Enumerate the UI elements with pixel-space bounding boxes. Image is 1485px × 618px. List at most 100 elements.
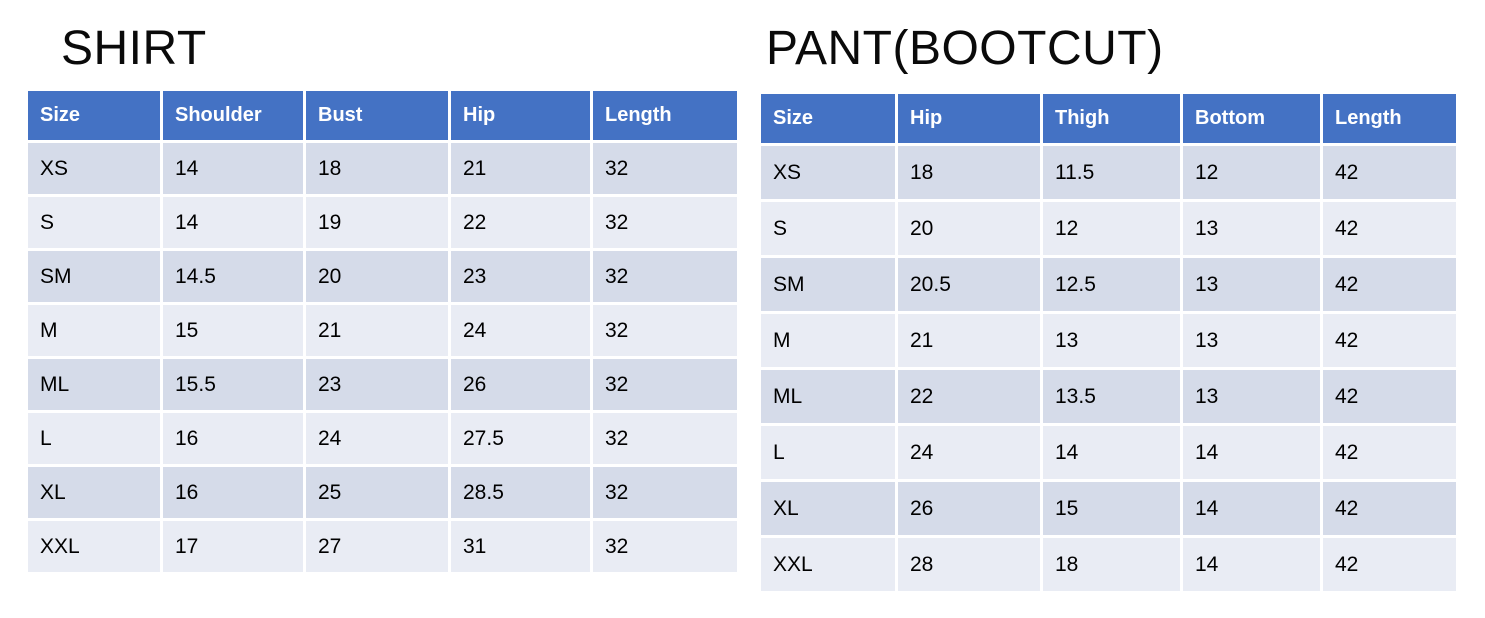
value-cell: 42 xyxy=(1320,479,1459,538)
value-cell: 32 xyxy=(590,302,740,359)
value-cell: 42 xyxy=(1320,311,1459,370)
value-cell: 15 xyxy=(160,302,306,359)
table-row: S 14 19 22 32 xyxy=(25,194,740,251)
table-row: M 15 21 24 32 xyxy=(25,302,740,359)
table-row: L 24 14 14 42 xyxy=(758,423,1459,482)
value-cell: 14 xyxy=(1180,479,1323,538)
value-cell: 13.5 xyxy=(1040,367,1183,426)
column-header-size: Size xyxy=(758,91,898,146)
value-cell: 12.5 xyxy=(1040,255,1183,314)
value-cell: 24 xyxy=(448,302,593,359)
value-cell: 14 xyxy=(160,140,306,197)
table-row: SM 14.5 20 23 32 xyxy=(25,248,740,305)
header-row: Size Shoulder Bust Hip Length xyxy=(25,88,740,143)
pant-size-table: Size Hip Thigh Bottom Length XS 18 11.5 12 42 S 20… xyxy=(758,91,1459,594)
value-cell: 11.5 xyxy=(1040,143,1183,202)
value-cell: 31 xyxy=(448,518,593,575)
value-cell: 19 xyxy=(303,194,451,251)
value-cell: 14.5 xyxy=(160,248,306,305)
value-cell: 14 xyxy=(1180,423,1323,482)
value-cell: 22 xyxy=(448,194,593,251)
table-row: L 16 24 27.5 32 xyxy=(25,410,740,467)
size-cell: M xyxy=(25,302,163,359)
value-cell: 23 xyxy=(448,248,593,305)
size-cell: L xyxy=(25,410,163,467)
value-cell: 12 xyxy=(1180,143,1323,202)
value-cell: 26 xyxy=(895,479,1043,538)
shirt-size-table: Size Shoulder Bust Hip Length XS 14 18 21 32 S 14 1… xyxy=(25,88,740,575)
table-row: XL 26 15 14 42 xyxy=(758,479,1459,538)
column-header-length: Length xyxy=(1320,91,1459,146)
table-row: XXL 17 27 31 32 xyxy=(25,518,740,575)
value-cell: 18 xyxy=(1040,535,1183,594)
value-cell: 32 xyxy=(590,410,740,467)
value-cell: 25 xyxy=(303,464,451,521)
column-header-hip: Hip xyxy=(448,88,593,143)
table-row: ML 15.5 23 26 32 xyxy=(25,356,740,413)
value-cell: 12 xyxy=(1040,199,1183,258)
size-cell: SM xyxy=(758,255,898,314)
value-cell: 42 xyxy=(1320,535,1459,594)
column-header-size: Size xyxy=(25,88,163,143)
size-cell: M xyxy=(758,311,898,370)
table-row: SM 20.5 12.5 13 42 xyxy=(758,255,1459,314)
value-cell: 20 xyxy=(895,199,1043,258)
value-cell: 13 xyxy=(1040,311,1183,370)
value-cell: 21 xyxy=(448,140,593,197)
value-cell: 21 xyxy=(895,311,1043,370)
value-cell: 28.5 xyxy=(448,464,593,521)
size-cell: XL xyxy=(25,464,163,521)
table-row: ML 22 13.5 13 42 xyxy=(758,367,1459,426)
value-cell: 14 xyxy=(1040,423,1183,482)
size-cell: ML xyxy=(25,356,163,413)
value-cell: 13 xyxy=(1180,311,1323,370)
value-cell: 20 xyxy=(303,248,451,305)
column-header-thigh: Thigh xyxy=(1040,91,1183,146)
value-cell: 42 xyxy=(1320,199,1459,258)
value-cell: 32 xyxy=(590,464,740,521)
value-cell: 32 xyxy=(590,248,740,305)
column-header-bottom: Bottom xyxy=(1180,91,1323,146)
size-cell: XL xyxy=(758,479,898,538)
value-cell: 42 xyxy=(1320,423,1459,482)
value-cell: 18 xyxy=(303,140,451,197)
value-cell: 32 xyxy=(590,194,740,251)
value-cell: 32 xyxy=(590,140,740,197)
value-cell: 26 xyxy=(448,356,593,413)
value-cell: 32 xyxy=(590,518,740,575)
value-cell: 23 xyxy=(303,356,451,413)
value-cell: 14 xyxy=(1180,535,1323,594)
value-cell: 15 xyxy=(1040,479,1183,538)
value-cell: 32 xyxy=(590,356,740,413)
table-row: XL 16 25 28.5 32 xyxy=(25,464,740,521)
value-cell: 27 xyxy=(303,518,451,575)
column-header-bust: Bust xyxy=(303,88,451,143)
shirt-title: SHIRT xyxy=(61,22,207,75)
value-cell: 13 xyxy=(1180,199,1323,258)
value-cell: 14 xyxy=(160,194,306,251)
table-row: XS 18 11.5 12 42 xyxy=(758,143,1459,202)
table-row: S 20 12 13 42 xyxy=(758,199,1459,258)
size-cell: XXL xyxy=(758,535,898,594)
size-cell: XS xyxy=(25,140,163,197)
table-row: M 21 13 13 42 xyxy=(758,311,1459,370)
value-cell: 17 xyxy=(160,518,306,575)
size-cell: XS xyxy=(758,143,898,202)
pant-title: PANT(BOOTCUT) xyxy=(766,22,1164,75)
value-cell: 13 xyxy=(1180,367,1323,426)
shirt-section: SHIRT Size Shoulder Bust Hip Length XS 14 18 21… xyxy=(25,20,740,575)
column-header-shoulder: Shoulder xyxy=(160,88,306,143)
table-row: XXL 28 18 14 42 xyxy=(758,535,1459,594)
size-cell: S xyxy=(25,194,163,251)
value-cell: 24 xyxy=(303,410,451,467)
header-row: Size Hip Thigh Bottom Length xyxy=(758,91,1459,146)
table-row: XS 14 18 21 32 xyxy=(25,140,740,197)
value-cell: 16 xyxy=(160,410,306,467)
value-cell: 42 xyxy=(1320,143,1459,202)
value-cell: 27.5 xyxy=(448,410,593,467)
value-cell: 16 xyxy=(160,464,306,521)
value-cell: 13 xyxy=(1180,255,1323,314)
size-cell: L xyxy=(758,423,898,482)
value-cell: 18 xyxy=(895,143,1043,202)
size-cell: XXL xyxy=(25,518,163,575)
